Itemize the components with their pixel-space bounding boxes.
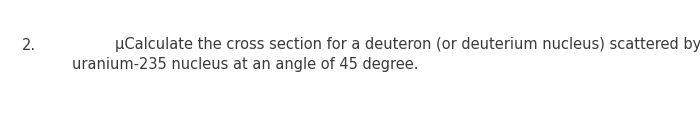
Text: 2.: 2.: [22, 38, 36, 53]
Text: uranium-235 nucleus at an angle of 45 degree.: uranium-235 nucleus at an angle of 45 de…: [72, 57, 419, 73]
Text: μCalculate the cross section for a deuteron (or deuterium nucleus) scattered by : μCalculate the cross section for a deute…: [115, 38, 700, 53]
